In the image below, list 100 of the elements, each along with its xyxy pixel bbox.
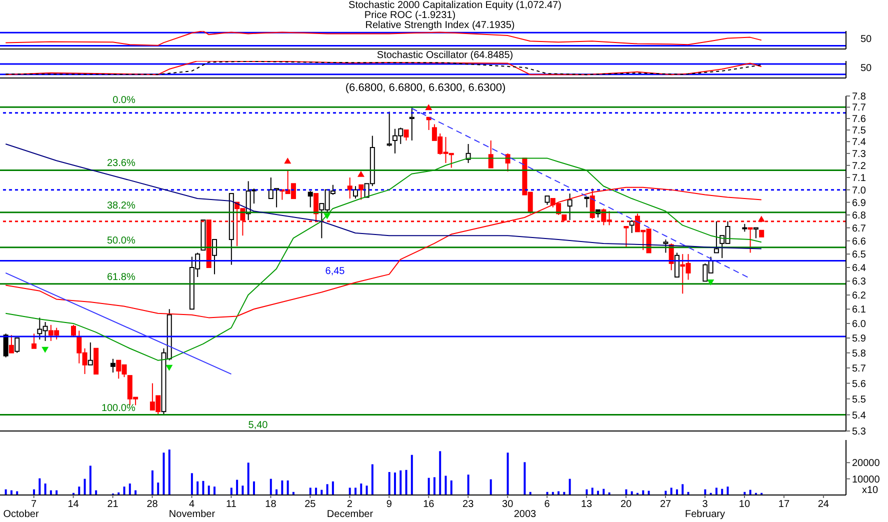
bar [726, 486, 729, 495]
point [166, 364, 173, 371]
y-tick-label: 6.2 [852, 290, 866, 302]
bar [309, 488, 312, 495]
bar [332, 481, 334, 495]
bar [38, 478, 41, 495]
annotation: 100.0% [101, 402, 136, 414]
text: x10 [862, 485, 878, 496]
bar [670, 488, 672, 495]
bar [78, 486, 80, 495]
bar [162, 452, 165, 495]
y-tick-label: 6.6 [852, 236, 866, 248]
bar [360, 484, 362, 495]
candlestick [14, 338, 20, 354]
y-tick-label: 5.5 [852, 394, 866, 406]
y-tick-label: 7.7 [852, 102, 866, 114]
x-tick-label: 3 [702, 499, 708, 510]
bar [450, 480, 452, 495]
candlestick [8, 334, 14, 354]
bar [354, 488, 356, 495]
x-tick-label: 20 [620, 499, 632, 510]
bar [405, 470, 408, 495]
bar [252, 481, 255, 495]
text: 50 [860, 63, 872, 74]
bar [44, 484, 46, 495]
x-tick-label: 25 [304, 499, 316, 510]
bar [190, 473, 193, 495]
bar [467, 474, 470, 495]
text: 2003 [514, 509, 536, 520]
y-tick-label: 6.5 [852, 250, 866, 261]
bar [208, 486, 210, 495]
annotation: 50.0% [107, 235, 136, 246]
bar [400, 470, 402, 495]
text: November [168, 509, 216, 520]
candlestick [3, 333, 8, 358]
bar [286, 480, 289, 495]
text: February [684, 509, 726, 520]
candlestick [353, 186, 358, 200]
y-tick-label: 6.9 [852, 198, 866, 209]
y-tick-label: 6.7 [852, 223, 866, 234]
y-tick-label: 6.8 [852, 210, 866, 222]
bar [506, 452, 509, 495]
bar [490, 479, 492, 495]
y-tick-label: 7.0 [852, 185, 866, 196]
x-tick-label: 18 [265, 499, 277, 510]
bar [281, 480, 284, 495]
bar [326, 484, 328, 495]
x-tick-label: 6 [544, 499, 550, 510]
text: 50 [860, 34, 872, 45]
candlestick [753, 227, 758, 239]
candlestick [584, 196, 590, 208]
y-tick-label: 5.3 [852, 426, 866, 438]
bar [202, 480, 204, 495]
candlestick [663, 239, 668, 254]
candlestick [88, 342, 93, 366]
bar [371, 464, 374, 495]
y-tick-label: 7.8 [852, 92, 866, 103]
x-tick-label: 23 [462, 499, 474, 510]
bar [682, 484, 684, 495]
point [42, 346, 49, 353]
candlestick [386, 111, 392, 147]
text: December [326, 509, 374, 520]
candlestick [404, 130, 409, 141]
text: Stochastic 2000 Capitalization Equity (1,072.47) [348, 0, 562, 11]
y-tick-label: 5.6 [852, 378, 866, 390]
annotation: 0.0% [112, 95, 136, 106]
x-tick-label: 13 [580, 499, 593, 510]
bar [230, 488, 232, 495]
y-tick-label: 6.0 [852, 319, 866, 330]
y-tick-label: 5.7 [852, 363, 866, 374]
x-tick-label: 14 [68, 499, 80, 510]
bar [242, 486, 244, 495]
bar [394, 472, 396, 495]
point [324, 213, 331, 220]
y-tick-label: 7.3 [852, 148, 866, 160]
bar [348, 488, 351, 495]
candlestick [32, 333, 37, 349]
bar [315, 488, 318, 495]
bar [84, 478, 86, 495]
y-tick-label: 6.3 [852, 276, 866, 288]
bar [568, 478, 571, 495]
annotation: 38.2% [107, 200, 136, 212]
y-tick-label: 6.4 [852, 263, 866, 274]
bar [715, 488, 718, 495]
y-tick-label: 7.6 [852, 114, 866, 126]
candlestick [674, 252, 680, 278]
y-tick-label: 20000 [852, 458, 880, 470]
bar [721, 488, 724, 495]
candlestick [274, 188, 280, 208]
bar [157, 482, 160, 495]
text: Relative Strength Index (47.1935) [365, 20, 515, 31]
candlestick [488, 140, 494, 168]
candlestick [110, 358, 116, 373]
x-tick-label: 24 [818, 499, 830, 510]
bar [591, 488, 594, 495]
x-tick-label: 2 [346, 499, 353, 510]
candlestick [268, 177, 274, 200]
x-tick-label: 11 [226, 499, 237, 510]
candlestick [71, 324, 76, 338]
bar [214, 486, 216, 495]
